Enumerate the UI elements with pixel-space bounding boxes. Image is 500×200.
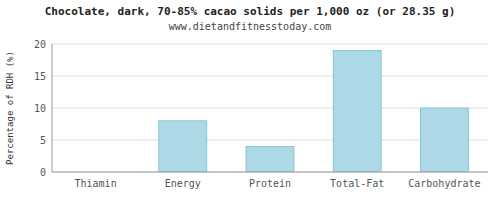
y-tick-label: 10 [34, 103, 46, 114]
chart: Chocolate, dark, 70-85% cacao solids per… [0, 0, 500, 200]
x-axis-line [52, 172, 488, 173]
x-tick-label: Total-Fat [330, 178, 384, 189]
bar [333, 50, 381, 172]
y-tick-label: 0 [40, 167, 46, 178]
y-axis-line [52, 44, 53, 172]
y-tick-label: 5 [40, 135, 46, 146]
bar [246, 146, 294, 172]
x-tick-label: Protein [249, 178, 291, 189]
grid-line [52, 76, 488, 77]
chart-container: Chocolate, dark, 70-85% cacao solids per… [0, 0, 500, 200]
bar [420, 108, 468, 172]
x-tick-label: Energy [165, 178, 201, 189]
grid [52, 44, 488, 172]
grid-line [52, 44, 488, 45]
subtitle: www.dietandfitnesstoday.com [169, 21, 332, 32]
y-axis-label: Percentage of RDH (%) [5, 51, 15, 165]
x-tick-label: Thiamin [75, 178, 117, 189]
bars [159, 50, 469, 172]
grid-line [52, 172, 488, 173]
y-tick-label: 20 [34, 39, 46, 50]
bar [159, 121, 207, 172]
x-tick-label: Carbohydrate [408, 178, 480, 189]
title: Chocolate, dark, 70-85% cacao solids per… [45, 5, 456, 18]
y-tick-label: 15 [34, 71, 46, 82]
